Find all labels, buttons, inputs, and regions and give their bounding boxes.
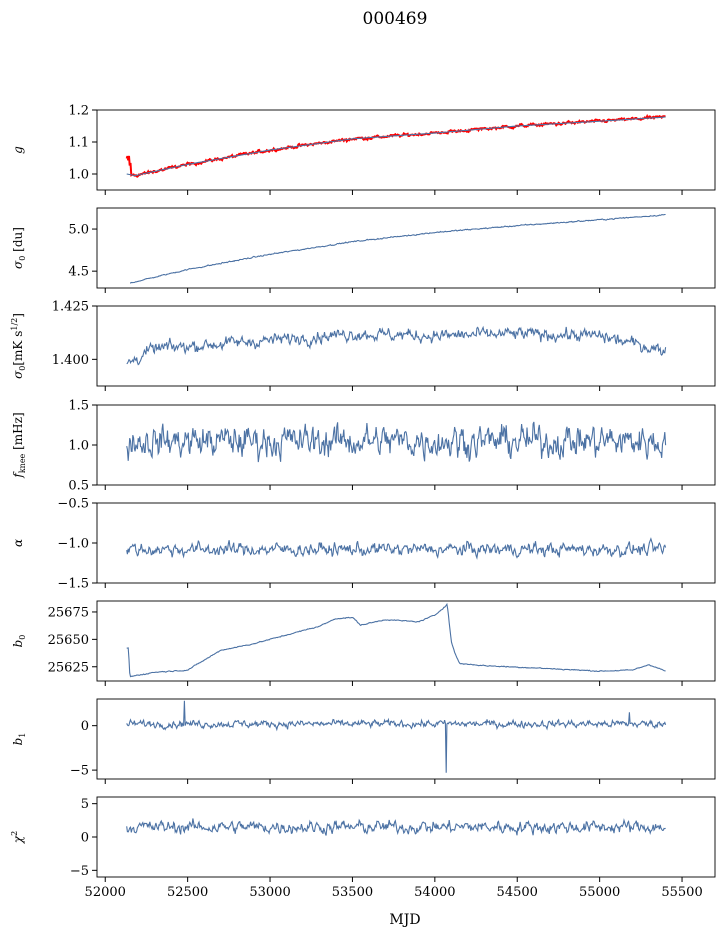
y-axis-label: fknee [mHz] — [11, 412, 27, 478]
y-tick-label: 5.0 — [68, 223, 89, 238]
y-tick-label: −5 — [70, 864, 89, 879]
y-axis-label: b1 — [11, 733, 27, 746]
panel-2: 4.5 5.0 σ0 [du] — [11, 207, 716, 293]
x-tick-label: 55000 — [579, 885, 620, 900]
y-tick-label: 0 — [81, 719, 89, 734]
panel-frame — [96, 305, 716, 387]
series-line — [130, 213, 666, 284]
panel-frame — [96, 698, 716, 780]
x-tick-label: 55500 — [661, 885, 702, 900]
x-tick-label: 54500 — [497, 885, 538, 900]
panel-frame — [96, 796, 716, 878]
y-axis-label: α — [11, 539, 25, 547]
y-axis-label: σ0 [du] — [11, 227, 27, 269]
panel-7: −5 0 b1 — [11, 698, 716, 784]
series-line-highlight — [125, 113, 666, 178]
y-tick-label: 4.5 — [68, 265, 89, 280]
x-tick-label: 53000 — [249, 885, 290, 900]
figure-title: 000469 — [363, 9, 428, 29]
series-line — [126, 116, 666, 177]
series-line — [126, 818, 666, 836]
y-tick-label: 25625 — [48, 660, 89, 675]
panel-6: 25625 25650 25675 b0 — [11, 600, 716, 686]
series-line — [126, 421, 667, 463]
y-axis-label: b0 — [11, 635, 27, 648]
y-tick-label: −5 — [70, 764, 89, 779]
series-line — [126, 537, 667, 560]
series-line — [126, 325, 667, 366]
series-line — [126, 602, 666, 678]
y-axis-label: χ2 — [10, 831, 25, 844]
y-tick-label: 1.0 — [68, 439, 89, 454]
y-tick-label: 1.1 — [68, 136, 89, 151]
panel-8: −5 0 5 52000 52500 53000 53500 54000 54500 55000 5… — [10, 796, 716, 900]
x-tick-label: 52500 — [167, 885, 208, 900]
panels: 1.0 1.1 1.2 g 4.5 5.0 σ0 [du] 1.400 1.425 σ0[mK s… — [10, 104, 716, 900]
panel-frame — [96, 502, 716, 584]
x-tick-label: 53500 — [332, 885, 373, 900]
y-tick-label: 25675 — [48, 605, 89, 620]
x-axis-label: MJD — [389, 912, 420, 928]
panel-3: 1.400 1.425 σ0[mK s1/2] — [10, 300, 716, 391]
y-tick-label: −1.0 — [57, 537, 89, 552]
panel-frame — [96, 600, 716, 682]
y-tick-label: 1.425 — [52, 300, 89, 315]
y-axis-label: g — [11, 146, 25, 154]
y-tick-label: 1.2 — [68, 104, 89, 119]
panel-5: −1.5 −1.0 −0.5 α — [11, 497, 716, 592]
y-tick-label: 25650 — [48, 633, 89, 648]
panel-1: 1.0 1.1 1.2 g — [11, 104, 716, 195]
y-tick-label: 5 — [81, 797, 89, 812]
x-tick-label: 52000 — [85, 885, 126, 900]
y-tick-label: 0.5 — [68, 479, 89, 494]
y-tick-label: 1.400 — [52, 353, 89, 368]
x-tick-label: 54000 — [414, 885, 455, 900]
y-tick-label: 0 — [81, 831, 89, 846]
y-tick-label: 1.0 — [68, 168, 89, 183]
y-tick-label: 1.5 — [68, 399, 89, 414]
y-axis-label: σ0[mK s1/2] — [10, 313, 27, 379]
series-line — [126, 700, 667, 773]
panel-frame — [96, 207, 716, 289]
panel-frame — [96, 109, 716, 191]
y-tick-label: −0.5 — [57, 497, 89, 512]
panel-4: 0.5 1.0 1.5 fknee [mHz] — [11, 399, 716, 494]
y-tick-label: −1.5 — [57, 577, 89, 592]
